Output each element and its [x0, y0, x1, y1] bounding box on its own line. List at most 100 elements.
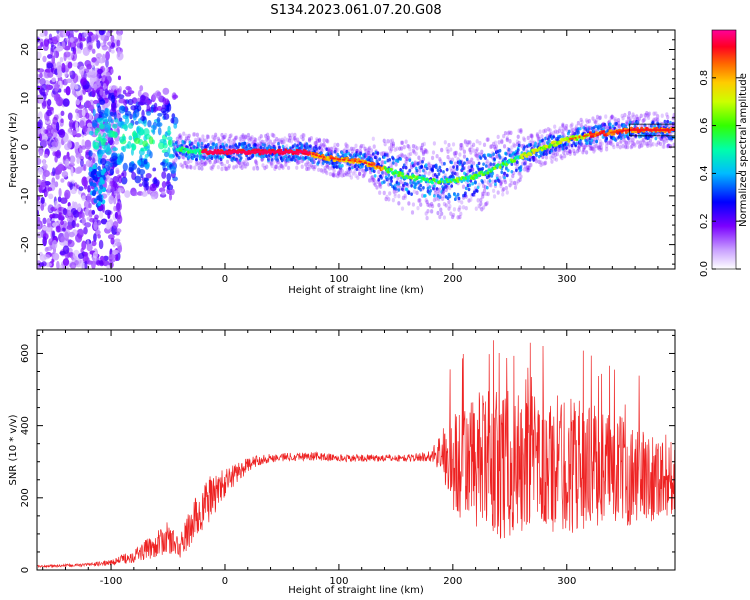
spectrogram-cell: [614, 138, 618, 142]
spectrogram-cell: [72, 73, 79, 84]
spectrogram-cell: [502, 144, 507, 149]
spectrogram-cell: [117, 94, 125, 99]
spectrogram-cell: [412, 163, 415, 168]
spectrogram-cell: [211, 134, 215, 140]
spectrogram-cell: [142, 140, 148, 148]
spectrogram-cell: [340, 163, 344, 168]
spectrogram-cell: [294, 138, 298, 143]
spectrogram-cell: [380, 176, 383, 180]
spectrogram-cell: [166, 173, 172, 182]
spectrogram-cell: [96, 195, 101, 201]
spectrogram-cell: [92, 157, 96, 164]
spectrogram-cell: [105, 221, 111, 230]
spectrogram-cell: [241, 134, 245, 140]
spectrogram-cell: [100, 138, 106, 146]
spectrogram-cell: [327, 147, 331, 152]
spectrogram-cell: [321, 169, 325, 174]
spectrogram-cell: [205, 134, 210, 139]
spectrogram-cell: [150, 192, 157, 200]
spectrogram-cell: [177, 155, 181, 160]
spectrogram-cell: [530, 133, 534, 138]
spectrogram-cell: [201, 134, 205, 139]
spectrogram-cell: [49, 106, 54, 111]
spectrogram-cell: [468, 147, 472, 152]
spectrogram-cell: [152, 92, 157, 101]
spectrogram-cell: [78, 228, 84, 236]
spectrogram-cell: [494, 154, 498, 160]
spectrogram-cell: [161, 171, 167, 179]
spectrogram-cell: [51, 141, 58, 147]
spectrogram-cell: [482, 188, 487, 193]
spectrogram-cell: [518, 177, 522, 182]
spectrogram-cell: [278, 162, 282, 167]
spectrogram-cell: [600, 123, 604, 127]
spectrogram-cell: [60, 118, 64, 124]
spectrogram-cell: [468, 183, 472, 187]
spectrogram-cell: [609, 115, 613, 121]
spectrogram-cell: [426, 202, 430, 207]
snr-ylabel: SNR (10 * v/v): [8, 414, 19, 485]
spectrogram-cell: [436, 168, 440, 173]
spectrogram-cell: [417, 155, 421, 160]
spectrogram-cell: [166, 189, 170, 194]
spectrogram-cell: [649, 142, 653, 147]
spectrogram-cell: [528, 162, 532, 168]
spectrogram-cell: [579, 142, 583, 146]
spectrogram-cell: [515, 139, 519, 144]
spectrogram-cell: [413, 160, 417, 165]
spectrogram-cell: [244, 135, 248, 140]
spectrogram-cell: [40, 139, 48, 148]
spectrogram-cell: [345, 143, 349, 149]
spectrogram-cell: [328, 171, 333, 177]
spectrogram-cell: [436, 189, 440, 194]
spectrogram-cell: [225, 145, 230, 150]
spectrogram-cell: [561, 123, 565, 129]
spectrogram-cell: [161, 181, 167, 189]
spectrogram-cell: [46, 132, 54, 138]
spectrogram-cell: [137, 128, 145, 136]
spectrogram-cell: [486, 171, 490, 175]
spectrogram-cell: [110, 68, 114, 74]
spectrogram-heatmap: [37, 30, 675, 269]
spectrogram-cell: [338, 170, 343, 175]
spectrogram-cell: [535, 153, 538, 157]
spectrogram-cell: [669, 120, 672, 125]
spectrogram-cell: [277, 165, 282, 171]
spectrogram-cell: [62, 245, 70, 255]
spectrogram-cell: [529, 143, 533, 147]
spectrogram-cell: [302, 133, 306, 138]
spectrogram-cell: [255, 160, 259, 166]
spectrogram-cell: [519, 127, 523, 133]
spectrogram-cell: [523, 161, 528, 166]
spectrogram-cell: [394, 187, 398, 191]
spectrogram-cell: [439, 159, 443, 164]
spectrogram-cell: [311, 160, 315, 165]
spectrogram-xtick-label: 100: [329, 274, 348, 285]
spectrogram-cell: [492, 162, 496, 167]
spectrogram-cell: [131, 191, 138, 197]
spectrogram-cell: [523, 160, 528, 165]
spectrogram-cell: [556, 147, 560, 152]
spectrogram-cell: [524, 167, 529, 172]
spectrogram-cell: [550, 148, 554, 153]
spectrogram-cell: [194, 151, 198, 155]
spectrogram-cell: [468, 140, 472, 145]
spectrogram-cell: [227, 164, 231, 169]
spectrogram-cell: [300, 144, 304, 149]
spectrogram-cell: [195, 157, 198, 162]
spectrogram-cell: [623, 139, 627, 144]
spectrogram-cell: [491, 171, 495, 176]
spectrogram-cell: [505, 173, 509, 178]
spectrogram-cell: [105, 58, 109, 68]
spectrogram-cell: [645, 111, 649, 116]
spectrogram-cell: [83, 31, 89, 38]
spectrogram-cell: [587, 118, 591, 124]
spectrogram-cell: [93, 221, 98, 231]
spectrogram-cell: [106, 187, 111, 196]
spectrogram-cell: [215, 145, 218, 150]
spectrogram-cell: [519, 165, 523, 169]
spectrogram-cell: [511, 173, 515, 179]
spectrogram-cell: [85, 100, 92, 108]
spectrogram-cell: [148, 136, 154, 145]
spectrogram-cell: [444, 187, 448, 193]
